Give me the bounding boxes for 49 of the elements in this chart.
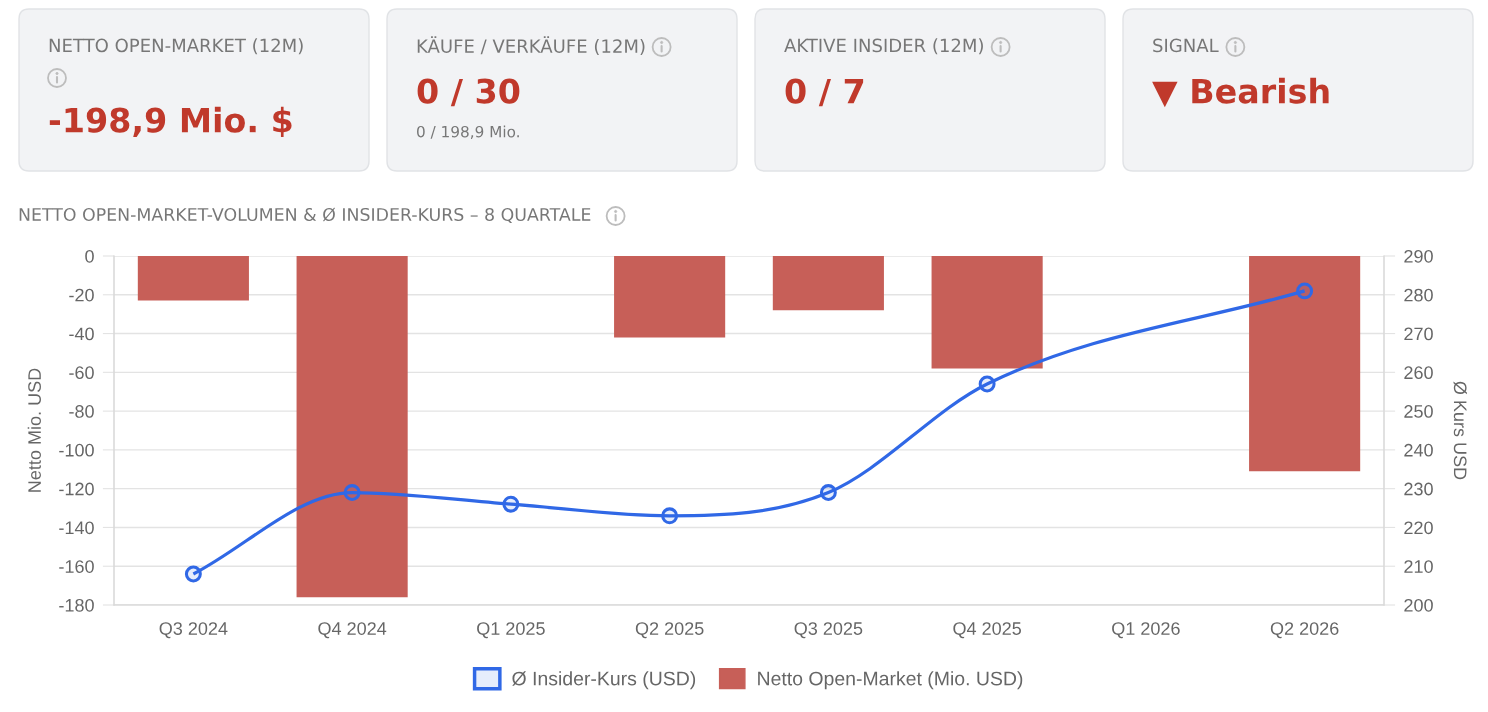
x-tick-label: Q4 2025 — [953, 622, 1022, 639]
y2-tick-label: 280 — [1404, 288, 1433, 302]
point — [661, 507, 679, 525]
y2-tick-label: 220 — [1404, 521, 1433, 535]
point — [184, 565, 202, 583]
y-tick-label: -80 — [69, 405, 94, 418]
text: 0 / 198,9 Mio. — [417, 125, 519, 139]
y-tick-label: -120 — [59, 482, 94, 496]
text: AKTIVE INSIDER (12M) — [784, 38, 983, 55]
text: 0 / 30 — [417, 78, 520, 107]
y2-tick-label: 290 — [1404, 249, 1433, 263]
text: KÄUFE / VERKÄUFE (12M) — [417, 36, 645, 56]
y-tick-label: -140 — [59, 521, 94, 535]
legend-label: Ø Insider-Kurs (USD) — [512, 671, 696, 690]
y-tick-label: -100 — [59, 443, 94, 457]
y-tick-label: -40 — [69, 327, 94, 341]
y-axis-title: Netto Mio. USD — [27, 368, 41, 492]
x-tick-label: Q1 2026 — [1112, 622, 1180, 639]
y-tick-label: 0 — [85, 249, 94, 263]
x-tick-label: Q2 2025 — [635, 622, 704, 639]
point — [978, 375, 996, 393]
x-tick-label: Q3 2024 — [159, 622, 228, 639]
y2-tick-label: 230 — [1404, 482, 1433, 496]
x-tick-label: Q3 2025 — [794, 622, 863, 639]
y-tick-label: -60 — [69, 366, 94, 380]
text: ▼ Bearish — [1152, 77, 1329, 108]
point — [819, 484, 837, 502]
y2-tick-label: 200 — [1404, 598, 1433, 612]
y-tick-label: -180 — [59, 598, 94, 612]
legend-label: Netto Open-Market (Mio. USD) — [758, 671, 1023, 690]
y2-tick-label: 260 — [1404, 366, 1433, 380]
y-tick-label: -20 — [69, 288, 94, 302]
y2-tick-label: 240 — [1404, 443, 1433, 457]
x-tick-label: Q4 2024 — [318, 622, 387, 639]
x-tick-label: Q2 2026 — [1270, 622, 1339, 639]
x-tick-label: Q1 2025 — [477, 622, 545, 639]
y2-axis-title: Ø Kurs USD — [1453, 381, 1467, 480]
text: NETTO OPEN-MARKET (12M) — [49, 38, 303, 55]
chart-title: NETTO OPEN-MARKET-VOLUMEN & Ø INSIDER-KURS – 8 QUARTALE — [19, 207, 591, 224]
y2-tick-label: 210 — [1404, 560, 1433, 573]
y-tick-label: -160 — [59, 560, 94, 573]
text: -198,9 Mio. $ — [49, 106, 292, 138]
text: 0 / 7 — [785, 78, 864, 107]
point — [502, 495, 520, 513]
y2-tick-label: 270 — [1404, 327, 1433, 341]
point — [1296, 282, 1314, 300]
text: SIGNAL — [1153, 38, 1219, 53]
y2-tick-label: 250 — [1404, 405, 1433, 418]
point — [343, 484, 361, 502]
